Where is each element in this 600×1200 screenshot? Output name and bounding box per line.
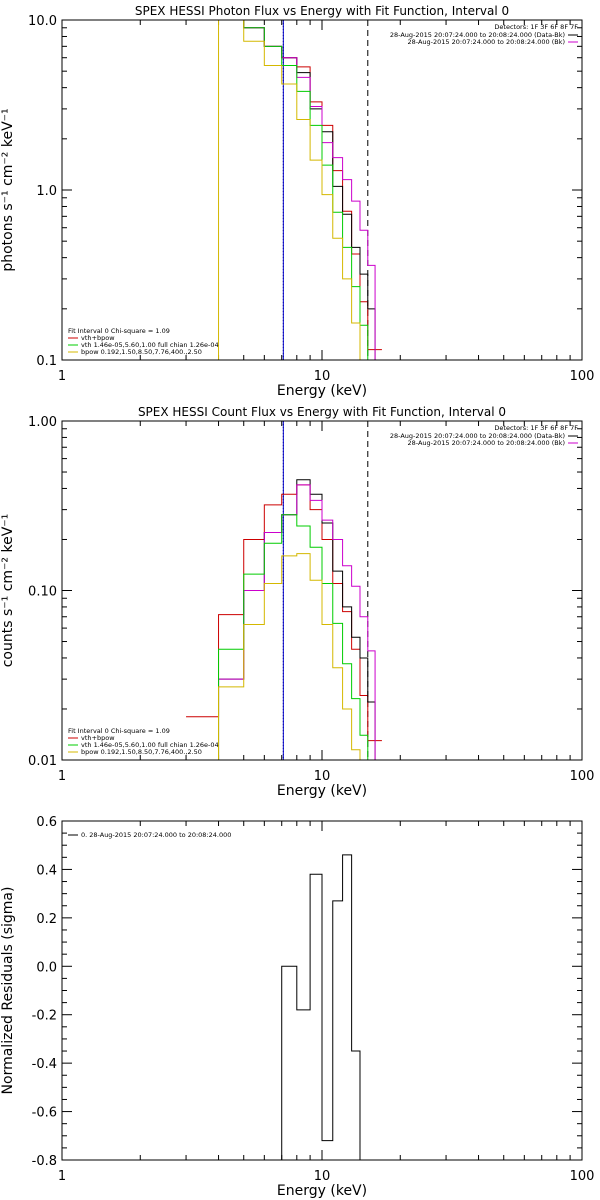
series-vth [243,20,382,360]
y-axis-label: counts s⁻¹ cm⁻² keV⁻¹ [0,514,16,668]
series-data [186,484,382,742]
y-tick-label: 1.0 [36,184,57,199]
plot-frame [61,19,583,361]
series-total [243,20,382,360]
plot-frame [61,820,583,1161]
legend-entry: vth+bpow [81,734,115,742]
chart-title: SPEX HESSI Count Flux vs Energy with Fit… [138,405,506,419]
x-tick-label: 100 [570,1169,595,1184]
series-total_fit [243,20,382,360]
plot-area [218,20,382,360]
legend-entry: vth 1.46e-05,5.60,1.00 full chian 1.26e-… [81,341,219,349]
series-vth [218,514,369,760]
y-tick-label: 1.00 [28,415,57,430]
plot-area [186,421,382,760]
y-tick-label: -0.6 [32,1106,57,1121]
legend-entry: vth 1.46e-05,5.60,1.00 full chian 1.26e-… [81,741,219,749]
y-tick-label: 0.10 [28,585,57,600]
series-bpow [218,20,369,360]
axis-ticks [61,820,582,1161]
chart-title: SPEX HESSI Photon Flux vs Energy with Fi… [135,4,509,18]
legend-entry: bpow 0.192,1.50,8.50,7.76,400.,2.50 [81,748,202,756]
y-tick-label: -0.2 [32,1009,57,1024]
legend-entry: 28-Aug-2015 20:07:24.000 to 20:08:24.000… [408,439,565,447]
x-tick-label: 1 [58,1169,66,1184]
y-axis-label: Normalized Residuals (sigma) [0,887,16,1095]
detectors-label: Detectors: 1F 3F 6F 8F 7F [494,23,578,31]
series-data [243,20,382,351]
legend-entry: Fit Interval 0 Chi-square = 1.09 [68,327,170,335]
legend-entry: bpow 0.192,1.50,8.50,7.76,400.,2.50 [81,348,202,356]
legend-entry: 0. 28-Aug-2015 20:07:24.000 to 20:08:24.… [81,831,231,839]
x-axis-label: Energy (keV) [277,783,367,799]
series-total [281,854,361,1160]
x-tick-label: 10 [314,369,331,384]
y-tick-label: 0.0 [36,960,57,975]
series-bpow [218,553,361,760]
plot-frame [61,420,583,761]
y-tick-label: 0.2 [36,912,57,927]
legend-entry: Fit Interval 0 Chi-square = 1.09 [68,727,170,735]
x-tick-label: 100 [570,769,595,784]
y-tick-label: 0.6 [36,815,57,830]
y-tick-label: 10.0 [28,14,57,29]
legend-entry: 28-Aug-2015 20:07:24.000 to 20:08:24.000… [390,31,565,39]
x-tick-label: 10 [314,769,331,784]
series-total [218,479,376,760]
x-tick-label: 1 [58,769,66,784]
x-axis-label: Energy (keV) [277,383,367,399]
panel-2: 1 10 100 -0.8 -0.6 -0.4 -0.2 0.0 0.2 0.4 0.6 Energy… [0,815,595,1199]
x-tick-label: 100 [570,369,595,384]
panel-0: SPEX HESSI Photon Flux vs Energy with Fi… [0,4,595,399]
y-tick-label: 0.1 [36,354,57,369]
x-tick-label: 10 [314,1169,331,1184]
legend-entry: 28-Aug-2015 20:07:24.000 to 20:08:24.000… [390,432,565,440]
plot-area [281,854,361,1160]
y-tick-label: 0.01 [28,754,57,769]
y-tick-label: -0.4 [32,1057,57,1072]
y-axis-label: photons s⁻¹ cm⁻² keV⁻¹ [0,108,16,271]
panel-1: SPEX HESSI Count Flux vs Energy with Fit… [0,405,595,799]
x-axis-label: Energy (keV) [277,1183,367,1199]
legend-entry: 28-Aug-2015 20:07:24.000 to 20:08:24.000… [408,38,565,46]
x-tick-label: 1 [58,369,66,384]
detectors-label: Detectors: 1F 3F 6F 8F 7F [494,424,578,432]
y-tick-label: 0.4 [36,863,57,878]
y-tick-label: -0.8 [32,1154,57,1169]
legend-entry: vth+bpow [81,334,115,342]
series-total_fit [218,484,376,760]
